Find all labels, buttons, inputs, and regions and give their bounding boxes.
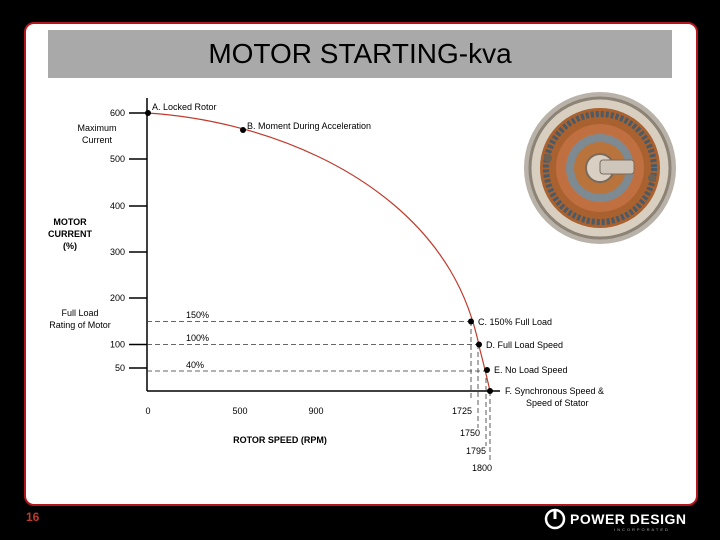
x-tick-label: 900 bbox=[308, 406, 323, 416]
curve-point bbox=[484, 367, 490, 373]
full-load-label-2: Rating of Motor bbox=[49, 320, 111, 330]
y-tick-label: 400 bbox=[110, 201, 125, 211]
y-tick-label: 600 bbox=[110, 108, 125, 118]
x-tick-label: 1725 bbox=[452, 406, 472, 416]
ref-label-40: 40% bbox=[186, 360, 204, 370]
ref-label-100: 100% bbox=[186, 333, 209, 343]
page-number: 16 bbox=[26, 510, 40, 524]
logo-text: POWER DESIGN bbox=[570, 511, 687, 527]
y-tick-label: 200 bbox=[110, 293, 125, 303]
y-tick-label: 500 bbox=[110, 154, 125, 164]
curve-point bbox=[240, 127, 246, 133]
y-axis-title-line2: CURRENT bbox=[48, 229, 93, 239]
motor-image bbox=[524, 92, 676, 244]
curve-point-label: C. 150% Full Load bbox=[478, 317, 552, 327]
curve-point bbox=[476, 341, 482, 348]
ref-label-150: 150% bbox=[186, 310, 209, 320]
y-axis-title-line1: MOTOR bbox=[53, 217, 87, 227]
curve-point bbox=[468, 318, 474, 325]
x-tick-label-below: 1750 bbox=[460, 428, 480, 438]
full-load-label-1: Full Load bbox=[61, 308, 98, 318]
logo-subtext: INCORPORATED bbox=[614, 527, 670, 532]
curve-point bbox=[487, 388, 493, 394]
slide-title: MOTOR STARTING-kva bbox=[48, 30, 672, 78]
x-tick-label-below: 1795 bbox=[466, 446, 486, 456]
curve-point-label: F. Synchronous Speed & Speed of Stator bbox=[505, 386, 604, 408]
curve-point bbox=[145, 110, 151, 116]
max-current-label-1: Maximum bbox=[77, 123, 116, 133]
curve-point-label: D. Full Load Speed bbox=[486, 340, 563, 350]
max-current-label-2: Current bbox=[82, 135, 113, 145]
curve-point-label: A. Locked Rotor bbox=[152, 102, 217, 112]
x-tick-label: 500 bbox=[232, 406, 247, 416]
y-axis-title-line3: (%) bbox=[63, 241, 77, 251]
curve-point-label: B. Moment During Acceleration bbox=[247, 121, 371, 131]
company-logo: POWER DESIGN bbox=[544, 508, 686, 530]
current-curve bbox=[146, 112, 491, 392]
x-tick-label-below: 1800 bbox=[472, 463, 492, 473]
y-tick-label: 300 bbox=[110, 247, 125, 257]
power-logo-icon bbox=[544, 508, 566, 530]
x-axis-title: ROTOR SPEED (RPM) bbox=[233, 435, 327, 445]
y-tick-label: 50 bbox=[115, 363, 125, 373]
y-tick-label: 100 bbox=[110, 340, 125, 350]
curve-point-label: E. No Load Speed bbox=[494, 365, 568, 375]
x-tick-label: 0 bbox=[145, 406, 150, 416]
